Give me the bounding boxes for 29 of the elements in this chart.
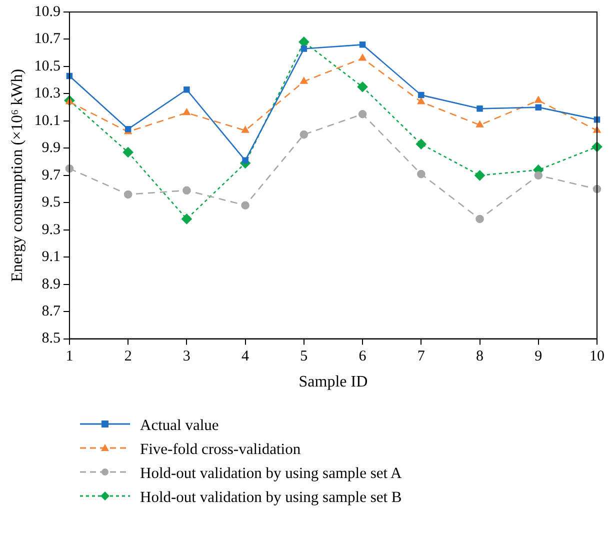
- x-tick-label: 2: [124, 348, 132, 365]
- y-tick-label: 8.5: [42, 330, 60, 347]
- y-tick-label: 10.5: [34, 58, 60, 74]
- y-tick-label: 9.1: [42, 249, 60, 266]
- x-tick-label: 8: [476, 348, 484, 365]
- y-axis-title: Energy consumption (×10⁶ kWh): [8, 68, 26, 282]
- x-tick-label: 4: [242, 348, 250, 365]
- legend-label: Actual value: [140, 417, 219, 434]
- y-tick-label: 10.3: [34, 86, 60, 102]
- x-tick-label: 9: [534, 348, 542, 365]
- x-tick-label: 3: [182, 348, 190, 365]
- y-tick-label: 9.5: [42, 194, 60, 211]
- x-tick-label: 1: [66, 348, 74, 365]
- x-tick-label: 10: [590, 348, 604, 365]
- legend-label: Hold-out validation by using sample set B: [140, 489, 402, 506]
- x-tick-label: 7: [417, 348, 426, 365]
- legend-label: Five-fold cross-validation: [140, 441, 301, 458]
- y-tick-label: 10.9: [34, 4, 60, 20]
- y-tick-label: 9.3: [42, 222, 60, 238]
- y-tick-label: 8.7: [42, 304, 61, 320]
- y-tick-label: 10.1: [34, 112, 60, 129]
- x-axis-title: Sample ID: [298, 374, 368, 391]
- y-tick-label: 8.9: [42, 276, 60, 292]
- y-tick-label: 9.7: [42, 167, 61, 184]
- y-tick-label: 9.9: [42, 140, 60, 156]
- legend-label: Hold-out validation by using sample set A: [140, 465, 402, 482]
- x-tick-label: 5: [300, 348, 308, 365]
- x-tick-label: 6: [358, 348, 367, 365]
- y-tick-label: 10.7: [34, 31, 61, 48]
